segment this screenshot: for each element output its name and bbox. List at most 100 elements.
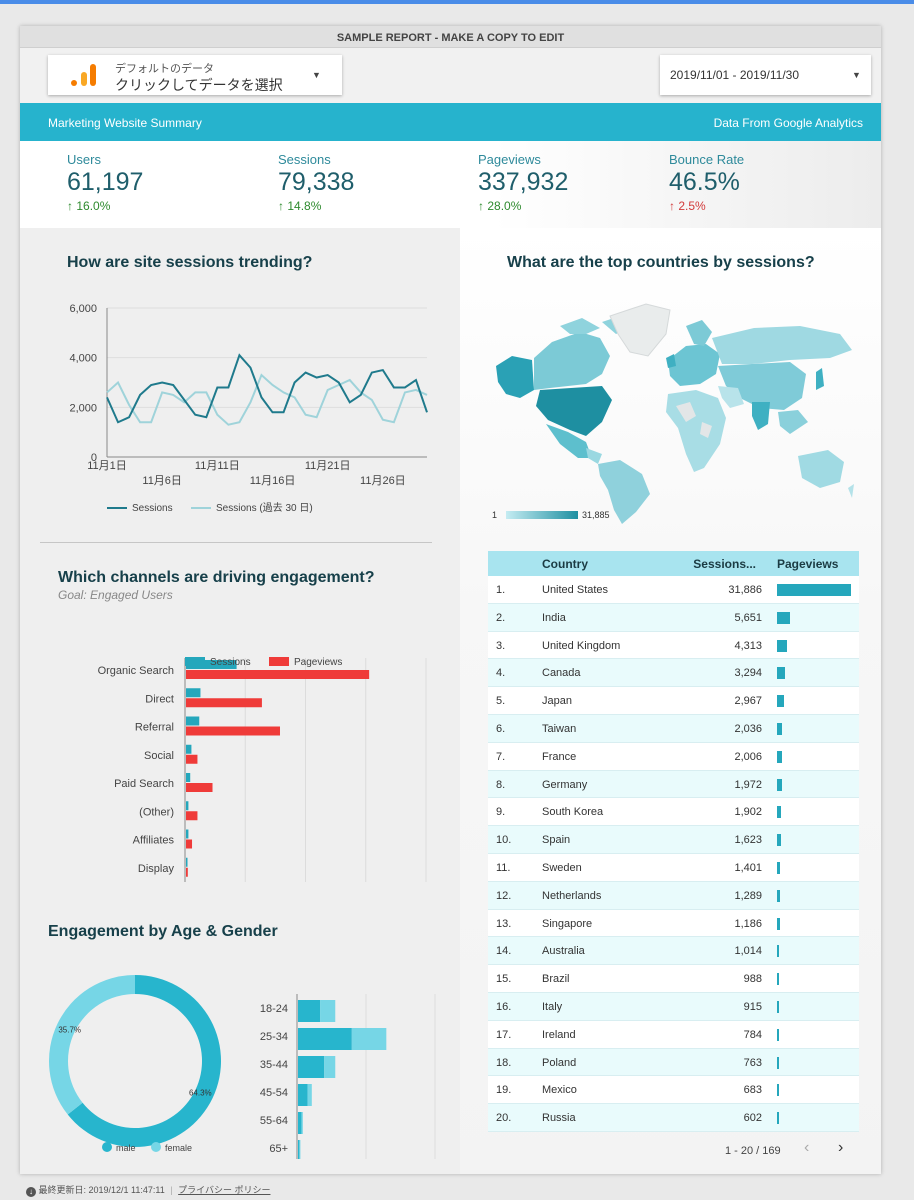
table-row[interactable]: 8. Germany 1,972 <box>488 770 859 799</box>
legend-label-sessions: Sessions <box>210 657 251 668</box>
donut-slice-label: 35.7% <box>58 1026 81 1035</box>
bar-sessions <box>186 829 189 839</box>
privacy-policy-link[interactable]: プライバシー ポリシー <box>178 1185 271 1195</box>
row-rank: 15. <box>496 973 512 986</box>
report-canvas: SAMPLE REPORT - MAKE A COPY TO EDIT デフォル… <box>20 26 881 1174</box>
row-pageviews-bar <box>777 1000 780 1013</box>
category-label: 18-24 <box>260 1003 288 1015</box>
kpi-scorecards: Users 61,197 ↑ 16.0% Sessions 79,338 ↑ 1… <box>20 141 881 228</box>
map-region-russia <box>712 326 852 364</box>
row-pageviews-bar <box>777 1056 779 1069</box>
map-region-canada <box>534 332 610 390</box>
sample-report-banner[interactable]: SAMPLE REPORT - MAKE A COPY TO EDIT <box>20 26 881 48</box>
map-region-southeast-asia <box>778 410 808 434</box>
report-title: Marketing Website Summary <box>48 116 202 130</box>
bar-pageviews <box>186 867 188 877</box>
kpi-value: 79,338 <box>278 168 355 196</box>
arrow-up-icon: ↑ <box>67 199 77 213</box>
gender-donut-chart[interactable]: 64.3% 35.7% male female <box>30 956 240 1161</box>
row-pageviews-bar <box>777 917 780 930</box>
row-country: Russia <box>542 1112 576 1125</box>
kpi-label: Users <box>67 152 101 167</box>
chevron-down-icon[interactable]: ▼ <box>312 70 321 80</box>
map-legend-gradient <box>506 511 578 519</box>
bar-male <box>298 1028 352 1050</box>
table-row[interactable]: 13. Singapore 1,186 <box>488 909 859 938</box>
data-source-selector[interactable]: デフォルトのデータ クリックしてデータを選択 ▼ <box>48 55 342 95</box>
row-rank: 13. <box>496 917 512 930</box>
table-row[interactable]: 19. Mexico 683 <box>488 1076 859 1105</box>
x-tick-label: 11月1日 <box>87 460 127 472</box>
chevron-left-icon[interactable]: ‹ <box>804 1139 810 1156</box>
legend-label-female: female <box>165 1143 192 1153</box>
row-sessions: 31,886 <box>728 584 762 596</box>
countries-table: Country Sessions... Pageviews 1. United S… <box>488 551 859 1132</box>
chevron-right-icon[interactable]: › <box>838 1139 844 1156</box>
map-region-japan <box>816 368 824 390</box>
table-row[interactable]: 11. Sweden 1,401 <box>488 853 859 882</box>
section-divider <box>40 542 432 543</box>
footer-separator: | <box>170 1185 173 1195</box>
category-label: Referral <box>135 722 174 734</box>
category-label: Display <box>138 863 175 875</box>
chevron-down-icon[interactable]: ▼ <box>852 70 861 80</box>
date-range-selector[interactable]: 2019/11/01 - 2019/11/30 ▼ <box>660 55 871 95</box>
kpi-label: Pageviews <box>478 152 541 167</box>
kpi-users[interactable]: Users 61,197 ↑ 16.0% <box>67 152 143 213</box>
row-rank: 9. <box>496 806 506 819</box>
kpi-pageviews[interactable]: Pageviews 337,932 ↑ 28.0% <box>478 152 568 213</box>
category-label: (Other) <box>139 806 174 818</box>
table-row[interactable]: 7. France 2,006 <box>488 742 859 771</box>
map-region-alaska <box>496 356 534 398</box>
table-row[interactable]: 2. India 5,651 <box>488 603 859 632</box>
world-map[interactable] <box>490 298 860 528</box>
row-rank: 10. <box>496 834 512 847</box>
table-row[interactable]: 9. South Korea 1,902 <box>488 798 859 827</box>
table-row[interactable]: 6. Taiwan 2,036 <box>488 714 859 743</box>
sessions-trend-chart[interactable]: 0 2,000 4,000 6,000 11月1日 11月6日 11月11日 11月16日 11… <box>40 294 440 526</box>
row-sessions: 1,289 <box>734 889 762 902</box>
category-label: Paid Search <box>114 778 174 790</box>
row-rank: 18. <box>496 1056 512 1069</box>
table-row[interactable]: 20. Russia 602 <box>488 1104 859 1132</box>
col-country-header[interactable]: Country <box>542 557 588 571</box>
map-region-central-america <box>586 448 602 464</box>
row-pageviews-bar <box>777 639 787 652</box>
table-row[interactable]: 15. Brazil 988 <box>488 965 859 993</box>
kpi-change-value: 16.0% <box>76 199 111 213</box>
kpi-value: 337,932 <box>478 168 569 196</box>
table-row[interactable]: 1. United States 31,886 <box>488 576 859 604</box>
channels-bar-chart[interactable]: 05万10万15万20万Organic SearchDirectReferral… <box>40 622 460 882</box>
table-row[interactable]: 4. Canada 3,294 <box>488 659 859 688</box>
table-row[interactable]: 12. Netherlands 1,289 <box>488 881 859 910</box>
row-country: Mexico <box>542 1084 577 1097</box>
row-country: Italy <box>542 1000 563 1013</box>
row-rank: 11. <box>496 861 511 874</box>
row-sessions: 1,623 <box>734 834 762 847</box>
kpi-bounce-rate[interactable]: Bounce Rate 46.5% ↑ 2.5% <box>669 152 744 213</box>
table-row[interactable]: 16. Italy 915 <box>488 992 859 1021</box>
table-row[interactable]: 3. United Kingdom 4,313 <box>488 631 859 660</box>
table-row[interactable]: 5. Japan 2,967 <box>488 687 859 715</box>
map-region-usa <box>536 386 612 436</box>
date-range-value: 2019/11/01 - 2019/11/30 <box>670 68 799 82</box>
footer: ↓ 最終更新日: 2019/12/1 11:47:11 | プライバシー ポリシ… <box>26 1183 270 1197</box>
bar-female <box>320 1000 336 1022</box>
row-country: Taiwan <box>542 722 577 735</box>
table-row[interactable]: 14. Australia 1,014 <box>488 937 859 966</box>
kpi-sessions[interactable]: Sessions 79,338 ↑ 14.8% <box>278 152 354 213</box>
bar-pageviews <box>186 726 280 736</box>
row-rank: 3. <box>496 639 506 652</box>
table-row[interactable]: 18. Poland 763 <box>488 1048 859 1077</box>
y-tick-label: 2,000 <box>69 402 97 414</box>
table-row[interactable]: 10. Spain 1,623 <box>488 826 859 854</box>
col-sessions-header[interactable]: Sessions... <box>693 557 756 571</box>
row-rank: 5. <box>496 695 506 708</box>
category-label: 55-64 <box>260 1115 288 1127</box>
table-row[interactable]: 17. Ireland 784 <box>488 1020 859 1049</box>
row-sessions: 5,651 <box>734 611 762 624</box>
info-icon: ↓ <box>26 1187 36 1197</box>
col-pageviews-header[interactable]: Pageviews <box>777 557 839 571</box>
row-country: Australia <box>542 945 585 958</box>
